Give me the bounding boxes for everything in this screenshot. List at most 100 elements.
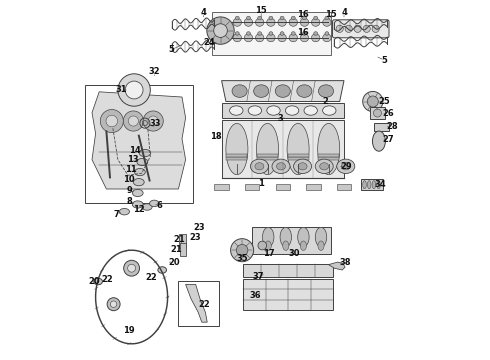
Bar [257, 154, 278, 157]
Ellipse shape [230, 106, 243, 115]
Text: 19: 19 [123, 326, 135, 335]
Ellipse shape [325, 32, 329, 35]
Text: 36: 36 [249, 292, 261, 300]
Bar [275, 184, 290, 190]
Circle shape [148, 116, 158, 126]
Ellipse shape [304, 106, 318, 115]
Circle shape [123, 111, 144, 131]
Bar [226, 154, 247, 157]
Bar [252, 227, 331, 254]
Ellipse shape [342, 163, 350, 170]
Circle shape [125, 81, 143, 99]
Text: 9: 9 [126, 186, 132, 194]
Circle shape [236, 244, 248, 256]
Ellipse shape [318, 241, 324, 251]
Circle shape [207, 17, 234, 44]
Circle shape [336, 25, 343, 32]
Text: 13: 13 [127, 154, 139, 163]
Ellipse shape [235, 16, 239, 20]
Ellipse shape [149, 200, 159, 207]
Text: 15: 15 [255, 6, 267, 15]
Bar [226, 157, 247, 160]
Ellipse shape [233, 34, 242, 42]
Text: 6: 6 [156, 202, 162, 210]
Ellipse shape [287, 123, 309, 175]
Ellipse shape [255, 163, 264, 170]
FancyBboxPatch shape [333, 20, 389, 38]
Ellipse shape [314, 16, 318, 20]
Ellipse shape [298, 228, 309, 247]
Polygon shape [186, 284, 207, 322]
Ellipse shape [314, 32, 318, 35]
Ellipse shape [258, 16, 262, 20]
Ellipse shape [94, 278, 102, 285]
Ellipse shape [272, 159, 290, 174]
Ellipse shape [245, 34, 253, 42]
Text: 25: 25 [379, 97, 391, 106]
Circle shape [118, 74, 150, 106]
Ellipse shape [263, 228, 274, 247]
Ellipse shape [322, 106, 336, 115]
Ellipse shape [276, 163, 286, 170]
Ellipse shape [368, 181, 371, 189]
Bar [288, 157, 309, 160]
Ellipse shape [318, 85, 334, 97]
Ellipse shape [315, 159, 333, 174]
Ellipse shape [294, 159, 312, 174]
Text: 23: 23 [190, 233, 201, 242]
Ellipse shape [248, 106, 262, 115]
Text: 16: 16 [297, 10, 309, 19]
Circle shape [373, 109, 382, 117]
Text: 22: 22 [199, 300, 211, 309]
Text: 18: 18 [210, 132, 221, 141]
Ellipse shape [267, 106, 280, 115]
Text: 35: 35 [236, 254, 248, 263]
Text: 21: 21 [170, 245, 182, 253]
Ellipse shape [372, 131, 386, 151]
Ellipse shape [278, 18, 286, 26]
Text: 3: 3 [277, 113, 283, 122]
Circle shape [110, 301, 117, 307]
Bar [179, 234, 186, 248]
Text: 11: 11 [124, 165, 136, 174]
Ellipse shape [285, 106, 299, 115]
Ellipse shape [297, 85, 312, 97]
Ellipse shape [269, 32, 273, 35]
Bar [361, 179, 383, 190]
Bar [318, 154, 339, 157]
Bar [212, 12, 331, 55]
Text: 22: 22 [146, 274, 157, 282]
Text: 22: 22 [101, 274, 113, 284]
Ellipse shape [325, 16, 329, 20]
Bar [243, 279, 333, 310]
Text: 20: 20 [168, 258, 179, 266]
Text: 20: 20 [89, 277, 100, 286]
Ellipse shape [255, 18, 264, 26]
Ellipse shape [134, 168, 145, 176]
Circle shape [354, 25, 361, 32]
Bar [370, 107, 385, 119]
Circle shape [214, 24, 227, 37]
Bar [245, 184, 259, 190]
Text: 10: 10 [123, 175, 135, 184]
Circle shape [363, 25, 370, 32]
Ellipse shape [323, 34, 331, 42]
Ellipse shape [363, 181, 367, 189]
Text: 14: 14 [129, 146, 141, 155]
Ellipse shape [269, 16, 273, 20]
Ellipse shape [323, 18, 331, 26]
Bar [178, 281, 219, 326]
Ellipse shape [289, 34, 297, 42]
Bar [180, 243, 186, 256]
Ellipse shape [132, 189, 143, 197]
Text: 8: 8 [126, 197, 132, 206]
Ellipse shape [254, 85, 269, 97]
Text: 2: 2 [322, 97, 328, 106]
Polygon shape [221, 81, 344, 102]
Ellipse shape [256, 123, 278, 175]
Ellipse shape [132, 201, 143, 208]
Bar [288, 154, 309, 157]
Ellipse shape [315, 228, 327, 247]
Ellipse shape [232, 85, 247, 97]
Text: 4: 4 [201, 8, 207, 17]
